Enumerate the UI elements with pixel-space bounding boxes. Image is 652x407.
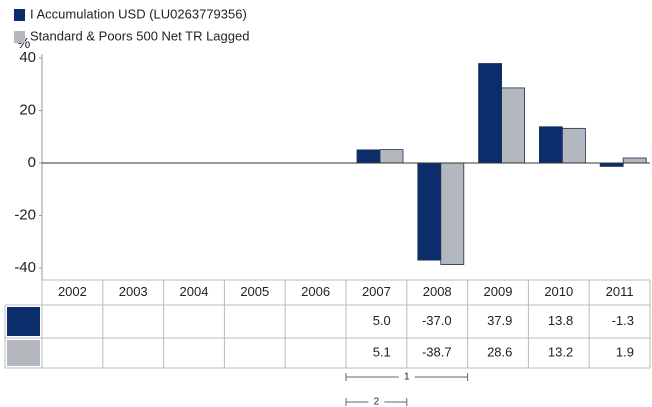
x-tick-label: 2009 (484, 284, 513, 299)
bar (599, 162, 624, 167)
x-tick-label: 2003 (119, 284, 148, 299)
x-tick-label: 2010 (544, 284, 573, 299)
annotation: 2 (374, 397, 380, 407)
x-tick-label: 2006 (301, 284, 330, 299)
x-tick-label: 2007 (362, 284, 391, 299)
x-tick-label: 2005 (240, 284, 269, 299)
x-tick-label: 2011 (606, 284, 634, 299)
table-value: 13.2 (548, 344, 573, 359)
legend-label: Standard & Poors 500 Net TR Lagged (30, 28, 249, 43)
table-value: 28.6 (487, 344, 512, 359)
y-tick-label: 0 (28, 154, 36, 171)
table-value: 5.1 (373, 344, 391, 359)
table-value: -38.7 (422, 344, 452, 359)
table-swatch (7, 340, 40, 366)
y-tick-label: -20 (14, 206, 36, 223)
table-value: 13.8 (548, 313, 573, 328)
table-value: -1.3 (612, 313, 634, 328)
x-tick-label: 2002 (58, 284, 87, 299)
legend-label: I Accumulation USD (LU0263779356) (30, 6, 247, 21)
legend-swatch (14, 31, 25, 43)
bar (417, 162, 442, 261)
bar (539, 126, 563, 164)
annotation: 1 (404, 372, 410, 383)
y-tick-label: -40 (14, 259, 36, 276)
bar (622, 157, 647, 164)
bar (501, 87, 526, 164)
legend-swatch (14, 9, 25, 21)
bar (478, 63, 503, 164)
bar (440, 162, 465, 265)
x-tick-label: 2008 (423, 284, 452, 299)
y-tick-label: 20 (19, 101, 36, 118)
table-value: 5.0 (373, 313, 391, 328)
bar (379, 149, 404, 164)
bar (356, 149, 381, 164)
table-swatch (7, 307, 40, 336)
bar (562, 127, 586, 164)
table-value: -37.0 (422, 313, 452, 328)
table-value: 1.9 (616, 344, 634, 359)
x-tick-label: 2004 (180, 284, 209, 299)
y-tick-label: 40 (19, 49, 36, 66)
table-value: 37.9 (487, 313, 512, 328)
